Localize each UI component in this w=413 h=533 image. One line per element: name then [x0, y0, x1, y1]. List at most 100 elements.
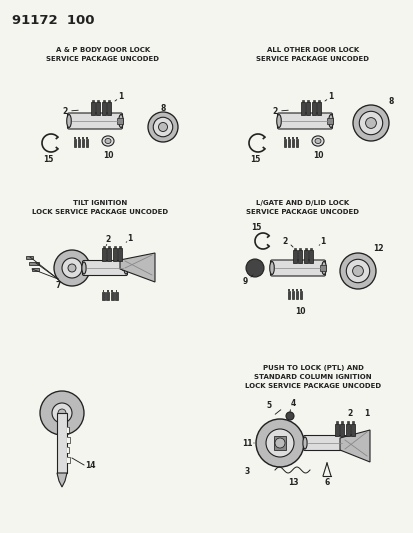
- Text: SERVICE PACKAGE UNCODED: SERVICE PACKAGE UNCODED: [246, 209, 358, 215]
- Ellipse shape: [102, 136, 114, 146]
- Bar: [312, 100, 314, 102]
- Bar: [85, 139, 88, 147]
- Bar: [300, 102, 304, 115]
- Circle shape: [365, 118, 375, 128]
- Bar: [115, 290, 117, 292]
- Text: 8: 8: [160, 103, 165, 112]
- Bar: [292, 289, 293, 291]
- Polygon shape: [339, 430, 369, 462]
- Bar: [287, 137, 289, 139]
- Bar: [81, 139, 84, 147]
- Text: A & P BODY DOOR LOCK: A & P BODY DOOR LOCK: [56, 47, 150, 53]
- Bar: [86, 137, 88, 139]
- Circle shape: [52, 403, 72, 423]
- Circle shape: [54, 250, 90, 286]
- Text: 91172  100: 91172 100: [12, 14, 94, 27]
- Circle shape: [245, 259, 263, 277]
- Bar: [77, 139, 80, 147]
- Ellipse shape: [66, 115, 71, 127]
- Bar: [107, 248, 111, 261]
- Polygon shape: [57, 473, 67, 487]
- Text: 15: 15: [250, 222, 261, 231]
- Text: L/GATE AND D/LID LOCK: L/GATE AND D/LID LOCK: [256, 200, 349, 206]
- Bar: [291, 291, 294, 299]
- Bar: [303, 250, 307, 263]
- Ellipse shape: [123, 262, 128, 274]
- Bar: [102, 292, 105, 300]
- Ellipse shape: [314, 139, 320, 143]
- Circle shape: [339, 253, 375, 289]
- Bar: [293, 247, 295, 250]
- Text: 11: 11: [241, 439, 252, 448]
- Circle shape: [158, 123, 167, 132]
- FancyBboxPatch shape: [270, 260, 325, 276]
- Circle shape: [358, 111, 382, 135]
- Text: 9: 9: [242, 277, 247, 286]
- Bar: [297, 250, 301, 263]
- Text: LOCK SERVICE PACKAGE UNCODED: LOCK SERVICE PACKAGE UNCODED: [244, 383, 380, 389]
- Text: 1: 1: [363, 409, 369, 418]
- Bar: [32, 268, 39, 271]
- Bar: [299, 289, 301, 291]
- Bar: [118, 248, 122, 261]
- Bar: [29, 262, 39, 265]
- Text: 10: 10: [312, 150, 323, 159]
- Circle shape: [352, 265, 363, 277]
- Text: 10: 10: [102, 150, 113, 159]
- Bar: [102, 248, 105, 261]
- Text: 14: 14: [85, 461, 95, 470]
- Text: PUSH TO LOCK (PTL) AND: PUSH TO LOCK (PTL) AND: [262, 365, 363, 371]
- Circle shape: [62, 258, 82, 278]
- Circle shape: [58, 409, 66, 417]
- Circle shape: [352, 105, 388, 141]
- Bar: [287, 139, 290, 147]
- Ellipse shape: [321, 262, 325, 274]
- Bar: [122, 265, 128, 270]
- Bar: [67, 457, 70, 463]
- FancyBboxPatch shape: [82, 261, 127, 276]
- Bar: [340, 441, 346, 446]
- Text: 12: 12: [372, 244, 382, 253]
- Text: 1: 1: [320, 237, 325, 246]
- Bar: [102, 100, 104, 102]
- Text: 2: 2: [272, 107, 277, 116]
- Ellipse shape: [82, 262, 86, 274]
- Bar: [319, 265, 325, 271]
- Bar: [74, 139, 76, 147]
- Text: SERVICE PACKAGE UNCODED: SERVICE PACKAGE UNCODED: [46, 56, 159, 62]
- Text: 3: 3: [244, 467, 249, 477]
- Bar: [57, 413, 67, 473]
- Bar: [335, 424, 338, 436]
- Bar: [102, 102, 105, 115]
- Bar: [304, 247, 306, 250]
- Bar: [117, 118, 123, 124]
- Bar: [112, 248, 116, 261]
- Bar: [350, 424, 354, 436]
- Bar: [296, 289, 297, 291]
- Bar: [110, 292, 114, 300]
- Text: 2: 2: [105, 235, 110, 244]
- Text: SERVICE PACKAGE UNCODED: SERVICE PACKAGE UNCODED: [256, 56, 369, 62]
- Bar: [295, 139, 298, 147]
- Text: STANDARD COLUMN IGNITION: STANDARD COLUMN IGNITION: [254, 374, 371, 380]
- Bar: [299, 247, 301, 250]
- Ellipse shape: [276, 115, 280, 127]
- Circle shape: [147, 112, 178, 142]
- Ellipse shape: [302, 437, 306, 449]
- Bar: [92, 100, 93, 102]
- Bar: [114, 246, 116, 248]
- Text: 5: 5: [266, 400, 271, 409]
- Circle shape: [153, 117, 172, 137]
- Text: 7: 7: [55, 280, 61, 289]
- Bar: [273, 436, 285, 450]
- Bar: [67, 427, 69, 433]
- Bar: [82, 137, 83, 139]
- Text: TILT IGNITION: TILT IGNITION: [73, 200, 127, 206]
- Bar: [90, 102, 95, 115]
- Bar: [97, 100, 99, 102]
- Bar: [291, 139, 294, 147]
- Bar: [316, 102, 320, 115]
- Bar: [296, 137, 297, 139]
- Bar: [26, 255, 33, 259]
- Bar: [311, 102, 315, 115]
